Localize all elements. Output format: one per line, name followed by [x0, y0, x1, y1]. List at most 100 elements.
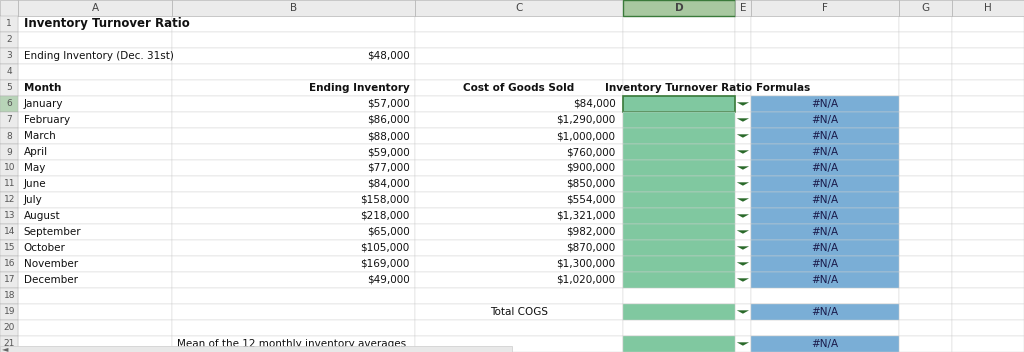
- Bar: [751, 192, 899, 208]
- Bar: [751, 96, 899, 112]
- Bar: [18, 304, 172, 320]
- Bar: [0, 192, 18, 208]
- Bar: [623, 176, 735, 192]
- Text: 21: 21: [3, 339, 15, 348]
- Bar: [952, 256, 1024, 272]
- Bar: [18, 208, 172, 224]
- Bar: [751, 112, 899, 128]
- Bar: [623, 80, 735, 96]
- Bar: [623, 128, 735, 144]
- Bar: [751, 160, 899, 176]
- Bar: [899, 320, 952, 336]
- Bar: [623, 48, 735, 64]
- Bar: [623, 256, 735, 272]
- Bar: [172, 80, 415, 96]
- Bar: [899, 256, 952, 272]
- Text: January: January: [24, 99, 63, 109]
- Text: 9: 9: [6, 147, 12, 157]
- Text: March: March: [24, 131, 55, 141]
- Bar: [172, 272, 415, 288]
- Bar: [735, 112, 751, 128]
- Text: ◄: ◄: [2, 344, 8, 352]
- Bar: [0, 48, 18, 64]
- Bar: [899, 32, 952, 48]
- Bar: [735, 0, 751, 16]
- Bar: [415, 128, 623, 144]
- Text: February: February: [24, 115, 70, 125]
- Bar: [172, 128, 415, 144]
- Text: C: C: [515, 3, 522, 13]
- Text: October: October: [24, 243, 66, 253]
- Bar: [751, 64, 899, 80]
- Polygon shape: [737, 262, 750, 266]
- Bar: [952, 16, 1024, 32]
- Bar: [415, 112, 623, 128]
- Bar: [415, 144, 623, 160]
- Bar: [735, 272, 751, 288]
- Bar: [735, 16, 751, 32]
- Text: D: D: [675, 3, 683, 13]
- Bar: [952, 144, 1024, 160]
- Bar: [952, 176, 1024, 192]
- Bar: [735, 176, 751, 192]
- Bar: [18, 48, 172, 64]
- Bar: [623, 208, 735, 224]
- Text: $65,000: $65,000: [367, 227, 410, 237]
- Bar: [18, 0, 172, 16]
- Bar: [735, 80, 751, 96]
- Text: 12: 12: [3, 195, 15, 205]
- Bar: [623, 176, 735, 192]
- Bar: [899, 144, 952, 160]
- Bar: [415, 0, 623, 16]
- Bar: [623, 128, 735, 144]
- Bar: [751, 176, 899, 192]
- Bar: [172, 176, 415, 192]
- Bar: [415, 224, 623, 240]
- Text: 6: 6: [6, 100, 12, 108]
- Bar: [415, 64, 623, 80]
- Bar: [0, 96, 18, 112]
- Text: $982,000: $982,000: [566, 227, 615, 237]
- Bar: [415, 176, 623, 192]
- Bar: [952, 224, 1024, 240]
- Bar: [899, 0, 952, 16]
- Bar: [172, 304, 415, 320]
- Text: 10: 10: [3, 163, 15, 172]
- Bar: [415, 192, 623, 208]
- Bar: [751, 16, 899, 32]
- Bar: [0, 336, 18, 352]
- Text: G: G: [922, 3, 930, 13]
- Bar: [172, 336, 415, 352]
- Polygon shape: [737, 230, 750, 234]
- Text: #N/A: #N/A: [811, 99, 839, 109]
- Bar: [952, 336, 1024, 352]
- Text: 20: 20: [3, 323, 15, 333]
- Text: $84,000: $84,000: [572, 99, 615, 109]
- Text: $48,000: $48,000: [367, 51, 410, 61]
- Bar: [623, 96, 735, 112]
- Bar: [0, 224, 18, 240]
- Bar: [735, 336, 751, 352]
- Bar: [899, 48, 952, 64]
- Text: #N/A: #N/A: [811, 163, 839, 173]
- Bar: [18, 176, 172, 192]
- Bar: [623, 160, 735, 176]
- Polygon shape: [737, 214, 750, 218]
- Bar: [18, 288, 172, 304]
- Bar: [899, 176, 952, 192]
- Bar: [735, 144, 751, 160]
- Bar: [18, 64, 172, 80]
- Bar: [623, 256, 735, 272]
- Text: 19: 19: [3, 308, 15, 316]
- Bar: [0, 304, 18, 320]
- Bar: [899, 288, 952, 304]
- Bar: [751, 0, 899, 16]
- Text: 17: 17: [3, 276, 15, 284]
- Text: $850,000: $850,000: [566, 179, 615, 189]
- Bar: [623, 192, 735, 208]
- Bar: [623, 272, 735, 288]
- Bar: [0, 64, 18, 80]
- Bar: [172, 64, 415, 80]
- Bar: [623, 0, 735, 16]
- Bar: [952, 0, 1024, 16]
